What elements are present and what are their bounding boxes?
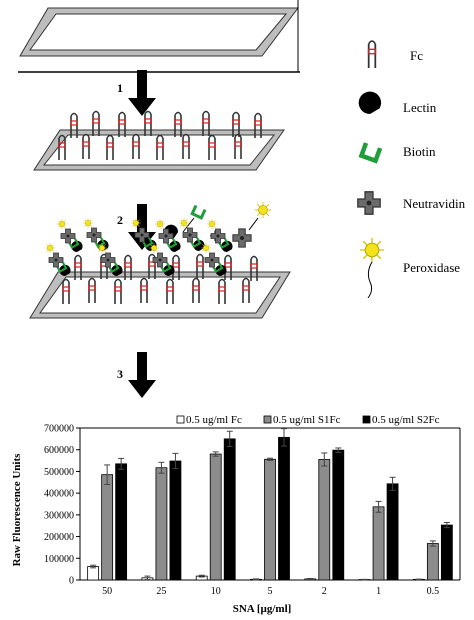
legend-label-fc: 0.5 ug/ml Fc xyxy=(186,414,242,426)
step-2-label: 2 xyxy=(117,213,123,227)
peroxidase-marker xyxy=(200,242,212,254)
fc-coated-plate xyxy=(33,110,285,171)
x-tick-label: 25 xyxy=(156,586,166,597)
step-3-label: 3 xyxy=(117,367,123,381)
bar-s2fc xyxy=(223,438,236,581)
key-fc: Fc xyxy=(367,40,423,69)
key-label-biotin: Biotin xyxy=(403,144,436,159)
bar-s1fc xyxy=(101,474,114,581)
peroxidase-marker xyxy=(178,217,190,229)
bar-s1fc xyxy=(264,458,276,581)
peroxidase-marker xyxy=(44,242,56,254)
key-biotin: Biotin xyxy=(361,143,436,161)
bar-s2fc xyxy=(115,463,128,581)
x-tick-label: 10 xyxy=(211,586,221,597)
y-tick-label: 0 xyxy=(69,576,74,587)
bar-chart: 0.5 ug/ml Fc 0.5 ug/ml S1Fc 0.5 ug/ml S2… xyxy=(11,414,461,615)
bar-s1fc xyxy=(209,453,222,581)
peroxidase-marker xyxy=(82,217,94,229)
y-tick-label: 200000 xyxy=(44,532,74,543)
peroxidase-marker xyxy=(154,218,166,230)
bar-s2fc xyxy=(332,449,345,581)
neutravidin-marker xyxy=(60,228,76,244)
empty-plate xyxy=(18,0,300,73)
bar-s2fc xyxy=(440,524,453,581)
y-tick-label: 500000 xyxy=(44,467,74,478)
x-tick-label: 2 xyxy=(322,586,327,597)
peroxidase-marker xyxy=(148,242,160,254)
y-tick-label: 600000 xyxy=(44,445,74,456)
step-1-arrow xyxy=(128,70,156,116)
key-label-peroxidase: Peroxidase xyxy=(403,260,460,275)
bar-s1fc xyxy=(426,543,439,581)
y-tick-label: 700000 xyxy=(44,424,74,435)
step-3-arrow xyxy=(128,352,156,398)
peroxidase-marker xyxy=(56,218,68,230)
peroxidase-marker xyxy=(130,217,142,229)
legend-label-s2fc: 0.5 ug/ml S2Fc xyxy=(372,414,440,426)
key-label-fc: Fc xyxy=(410,48,423,63)
y-tick-label: 100000 xyxy=(44,554,74,565)
x-tick-label: 0.5 xyxy=(427,586,440,597)
bar-s1fc xyxy=(372,506,385,581)
neutravidin-peroxidase-conjugate xyxy=(232,201,272,248)
bar-s2fc xyxy=(278,436,290,581)
assembled-plate xyxy=(29,217,291,319)
bar-s1fc xyxy=(318,459,331,581)
x-tick-label: 50 xyxy=(102,586,112,597)
neutravidin-marker xyxy=(86,227,102,243)
neutravidin-marker xyxy=(204,252,220,268)
chart-legend: 0.5 ug/ml Fc 0.5 ug/ml S1Fc 0.5 ug/ml S2… xyxy=(176,414,440,426)
legend-label-s1fc: 0.5 ug/ml S1Fc xyxy=(273,414,341,426)
key-label-neutravidin: Neutravidin xyxy=(403,196,466,211)
x-tick-label: 1 xyxy=(376,586,381,597)
y-axis-title: Raw Fluorescence Units xyxy=(11,453,23,567)
y-tick-label: 400000 xyxy=(44,489,74,500)
key-neutravidin: Neutravidin xyxy=(356,191,466,215)
x-tick-label: 5 xyxy=(268,586,273,597)
key-peroxidase: Peroxidase xyxy=(359,237,460,299)
bar-fc xyxy=(87,566,100,581)
y-tick-label: 300000 xyxy=(44,510,74,521)
bar-s2fc xyxy=(386,483,399,581)
peroxidase-marker xyxy=(96,242,108,254)
lectin-biotin-conjugate xyxy=(161,203,207,241)
key-label-lectin: Lectin xyxy=(403,100,437,115)
step-1-label: 1 xyxy=(117,81,123,95)
x-axis-title: SNA [µg/ml] xyxy=(233,603,292,615)
key-lectin: Lectin xyxy=(358,91,437,115)
peroxidase-marker xyxy=(206,218,218,230)
bar-s1fc xyxy=(155,467,168,581)
neutravidin-marker xyxy=(48,252,64,268)
bar-s2fc xyxy=(169,460,182,581)
